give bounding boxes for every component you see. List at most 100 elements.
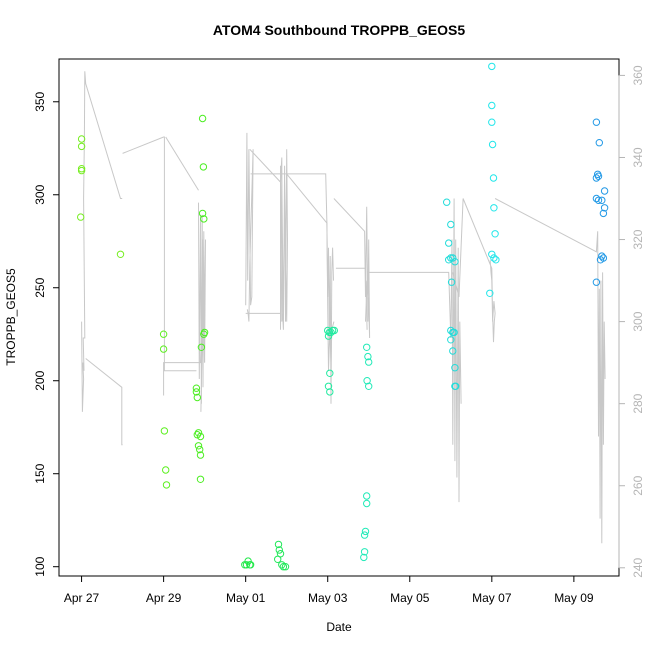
x-tick-label: May 05	[390, 591, 430, 605]
y-tick-label: 200	[33, 370, 47, 390]
data-point	[360, 548, 369, 556]
data-point	[197, 343, 206, 351]
series-line-2	[122, 136, 197, 372]
y2-tick-label: 260	[631, 475, 645, 495]
y-tick-label: 150	[33, 463, 47, 483]
data-point	[449, 347, 457, 355]
data-point	[324, 382, 333, 390]
data-point	[360, 553, 368, 562]
series-line-9	[250, 173, 334, 404]
data-point	[162, 481, 171, 489]
data-point	[199, 163, 208, 171]
data-point	[447, 220, 455, 229]
data-point	[488, 250, 496, 259]
data-point	[490, 204, 498, 212]
x-tick-label: May 07	[472, 591, 512, 605]
data-point	[449, 254, 457, 262]
data-point	[279, 563, 288, 571]
x-tick-label: Apr 29	[146, 591, 182, 605]
data-point	[592, 118, 601, 126]
data-point	[447, 254, 455, 262]
data-point	[330, 326, 338, 335]
data-point	[488, 118, 496, 126]
data-point	[594, 172, 603, 180]
data-point	[491, 230, 499, 238]
series-line-15	[494, 198, 606, 544]
series-line-1	[85, 358, 123, 446]
data-point	[159, 345, 168, 353]
data-point	[492, 256, 500, 264]
y2-tick-label: 280	[631, 393, 645, 413]
data-point	[592, 194, 601, 203]
data-point	[488, 101, 496, 110]
data-point	[274, 540, 283, 549]
data-point	[196, 445, 204, 454]
series-line-11	[333, 198, 371, 339]
data-point	[592, 278, 601, 286]
data-point	[281, 563, 290, 571]
data-point	[599, 209, 608, 218]
data-point	[244, 557, 252, 565]
series-line-0	[81, 71, 123, 412]
x-tick-label: May 03	[308, 591, 348, 605]
data-point	[192, 388, 201, 396]
data-point	[365, 382, 373, 390]
x-tick-label: May 01	[226, 591, 266, 605]
data-point	[200, 215, 208, 223]
data-point	[159, 330, 168, 338]
data-point	[193, 393, 202, 402]
series-line-8	[245, 165, 284, 322]
data-point	[192, 384, 201, 392]
data-point	[274, 555, 282, 563]
series-line-3	[165, 136, 199, 191]
x-tick-label: May 09	[554, 591, 594, 605]
data-point	[77, 142, 86, 151]
series-line-6	[245, 132, 254, 322]
data-point	[77, 165, 86, 173]
data-point	[198, 209, 207, 218]
data-point	[595, 139, 603, 147]
data-point	[363, 343, 371, 351]
y-axis-label: TROPPB_GEOS5	[4, 268, 18, 366]
data-point	[324, 332, 333, 340]
data-point	[246, 561, 255, 569]
data-point	[196, 475, 205, 483]
data-point	[600, 204, 609, 212]
data-point	[451, 382, 459, 390]
data-point	[364, 352, 372, 361]
data-point	[489, 174, 498, 182]
y-axis-left: 100 150 200 250 300 350	[33, 91, 60, 577]
data-point	[162, 466, 170, 474]
data-point	[598, 196, 606, 205]
chart-title: ATOM4 Southbound TROPPB_GEOS5	[213, 22, 465, 38]
data-point	[450, 328, 458, 337]
data-point	[196, 451, 205, 459]
data-point	[365, 358, 373, 366]
data-point	[488, 62, 496, 71]
lines-layer	[81, 71, 606, 544]
series-line-13	[367, 198, 462, 503]
y2-tick-label: 300	[631, 311, 645, 331]
y-axis-right: 240 260 280 300 320 340 360	[618, 65, 645, 578]
data-point	[77, 135, 86, 143]
data-point	[594, 196, 603, 205]
y2-tick-label: 340	[631, 147, 645, 167]
data-point	[360, 531, 369, 539]
x-axis: Apr 27 Apr 29 May 01 May 03 May 05 May 07 May …	[64, 575, 594, 605]
data-point	[361, 527, 370, 536]
data-point	[77, 213, 85, 221]
data-point	[242, 561, 251, 569]
x-tick-label: Apr 27	[64, 591, 100, 605]
data-point	[77, 166, 86, 175]
y-tick-label: 350	[33, 91, 47, 111]
data-point	[443, 198, 451, 206]
y2-tick-label: 360	[631, 65, 645, 85]
data-point	[194, 442, 203, 450]
data-point	[447, 278, 456, 286]
series-line-12	[335, 267, 368, 330]
data-point	[196, 432, 205, 441]
y-tick-label: 300	[33, 184, 47, 204]
data-point	[363, 492, 371, 500]
data-point	[200, 330, 208, 338]
